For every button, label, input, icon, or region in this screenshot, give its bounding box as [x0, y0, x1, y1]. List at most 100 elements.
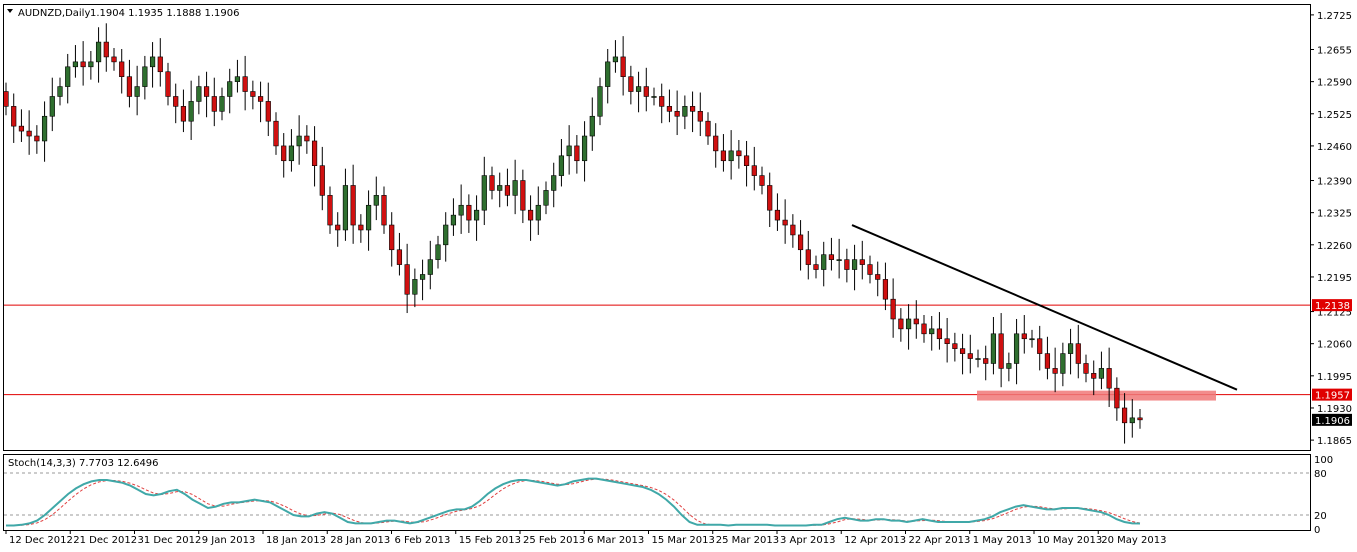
candle-body — [944, 338, 950, 344]
candle-body — [489, 175, 495, 191]
x-tick-label: 20 May 2013 — [1101, 535, 1166, 546]
y-tick-label: 1.2325 — [1317, 209, 1352, 220]
y-tick-label: 1.2390 — [1317, 177, 1352, 188]
candle-body — [466, 204, 472, 221]
candle-body — [851, 259, 858, 270]
candle-body — [821, 254, 827, 270]
candle-body — [296, 135, 302, 147]
candle-body — [419, 274, 426, 280]
candle-body — [1075, 343, 1081, 364]
y-tick-label: 1.2195 — [1317, 273, 1352, 284]
dropdown-triangle-icon[interactable] — [7, 9, 13, 13]
candle-body — [257, 96, 264, 102]
level-price-tag — [1312, 388, 1352, 401]
candle-body — [998, 333, 1004, 369]
candle-body — [882, 279, 889, 300]
x-tick-label: 6 Feb 2013 — [394, 535, 450, 546]
candle-body — [435, 244, 441, 260]
candle-body — [242, 76, 248, 92]
candle-body — [34, 135, 40, 142]
y-tick-label: 1.1930 — [1317, 404, 1352, 415]
candle-body — [959, 348, 966, 354]
candle-body — [41, 115, 48, 142]
stoch-level-label: 100 — [1314, 455, 1333, 466]
trendline-group — [851, 224, 1238, 391]
candle-body — [1098, 368, 1105, 379]
candle-body — [1052, 368, 1058, 374]
candle-body — [281, 145, 287, 162]
x-tick-label: 9 Jan 2013 — [202, 535, 256, 546]
x-tick-label: 15 Feb 2013 — [459, 535, 521, 546]
stoch-axis: 100 80 20 0 — [4, 455, 1333, 536]
candle-body — [1083, 363, 1089, 374]
candle-body — [859, 259, 865, 265]
candle-body — [288, 145, 295, 162]
candle-body — [165, 71, 171, 97]
candle-body — [504, 185, 511, 196]
candle-body — [196, 86, 202, 102]
current-price-tag — [1312, 413, 1352, 426]
candle-body — [404, 264, 410, 295]
candle-body — [26, 130, 32, 137]
candle-body — [635, 86, 642, 92]
candle-body — [1106, 368, 1112, 389]
candle-body — [373, 195, 379, 206]
x-tick-label: 21 Dec 2012 — [73, 535, 137, 546]
candle-body — [720, 150, 727, 162]
candle-body — [18, 125, 25, 132]
candle-body — [527, 209, 534, 221]
candle-body — [180, 106, 187, 122]
candle-body — [450, 214, 457, 226]
x-tick-label: 10 May 2013 — [1037, 535, 1102, 546]
candle-body — [828, 254, 835, 260]
candle-body — [1013, 333, 1020, 364]
candle-body — [95, 41, 102, 63]
candle-body — [612, 56, 619, 63]
x-tick-label: 12 Apr 2013 — [844, 535, 906, 546]
candle-body — [558, 155, 565, 176]
stoch-level-label: 20 — [1314, 511, 1327, 522]
candle-body — [72, 61, 79, 68]
candle-body — [836, 259, 842, 261]
stoch-pane — [3, 454, 1311, 531]
candle-body — [967, 353, 973, 359]
candle-body — [396, 249, 403, 265]
candle-body — [666, 106, 673, 112]
candle-body — [713, 135, 719, 152]
candle-body — [1121, 407, 1128, 424]
candle-body — [905, 318, 912, 330]
stoch-lines — [6, 477, 1141, 527]
stoch-level-label: 80 — [1314, 469, 1327, 480]
candle-body — [149, 56, 156, 68]
candle-body — [1137, 417, 1143, 421]
candle-body — [65, 66, 71, 87]
time-axis: 12 Dec 2012 21 Dec 2012 31 Dec 2012 9 Jan 2… — [5, 530, 1166, 546]
x-tick-label: 25 Mar 2013 — [716, 535, 779, 546]
y-tick-label: 1.2125 — [1317, 308, 1352, 319]
candle-body — [342, 185, 349, 231]
candle-body — [1091, 373, 1097, 379]
candle-body — [1044, 353, 1051, 369]
candle-body — [458, 204, 464, 216]
candle-body — [1129, 417, 1135, 424]
candle-body — [188, 101, 194, 122]
price-axis: 1.2725 1.2655 1.2590 1.2525 1.2460 1.2390 1.23… — [1310, 11, 1352, 447]
trendline — [851, 224, 1238, 391]
candle-body — [203, 86, 210, 97]
candle-body — [743, 155, 750, 166]
current-price-label: 1.1906 — [1315, 416, 1350, 427]
candle-body — [983, 358, 989, 364]
candle-body — [443, 224, 449, 246]
candle-body — [651, 96, 657, 98]
candle-body — [797, 234, 804, 251]
candle-body — [412, 279, 418, 295]
candle-body — [1006, 363, 1012, 369]
candle-body — [597, 86, 603, 117]
candle-body — [157, 56, 163, 73]
candle-body — [335, 224, 341, 231]
candle-body — [936, 328, 943, 340]
level-price-label: 1.2138 — [1315, 301, 1350, 312]
candle-body — [774, 209, 781, 221]
candle-body — [767, 185, 773, 211]
